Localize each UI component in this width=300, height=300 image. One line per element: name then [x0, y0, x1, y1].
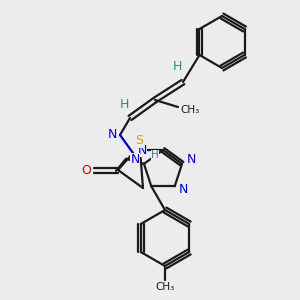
Text: H: H [151, 150, 159, 160]
Text: N: N [130, 153, 140, 166]
Text: CH₃: CH₃ [180, 105, 200, 115]
Text: N: N [137, 143, 147, 157]
Text: S: S [135, 134, 143, 148]
Text: N: N [186, 153, 196, 166]
Text: H: H [119, 98, 129, 112]
Text: O: O [81, 164, 91, 176]
Text: N: N [179, 183, 188, 196]
Text: N: N [107, 128, 117, 140]
Text: CH₃: CH₃ [155, 282, 175, 292]
Text: H: H [172, 59, 182, 73]
